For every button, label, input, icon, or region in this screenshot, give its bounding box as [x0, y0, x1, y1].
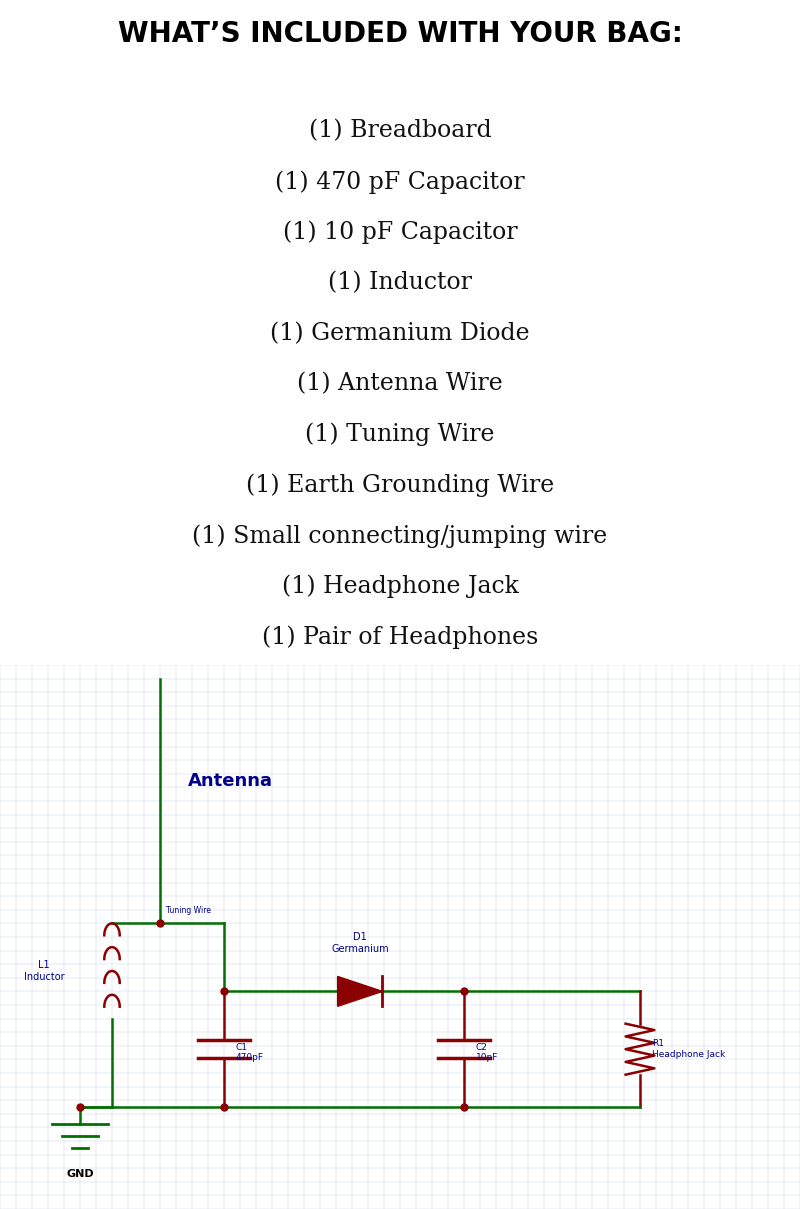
Text: C2
10pF: C2 10pF: [476, 1043, 498, 1063]
Text: (1) Earth Grounding Wire: (1) Earth Grounding Wire: [246, 474, 554, 497]
Text: (1) Antenna Wire: (1) Antenna Wire: [297, 372, 503, 395]
Polygon shape: [338, 977, 382, 1006]
Text: Antenna: Antenna: [188, 771, 273, 789]
Text: GND: GND: [66, 1169, 94, 1179]
Text: Tuning Wire: Tuning Wire: [166, 907, 211, 915]
Text: (1) Germanium Diode: (1) Germanium Diode: [270, 322, 530, 345]
Text: R1
Headphone Jack: R1 Headphone Jack: [652, 1040, 726, 1059]
Text: D1
Germanium: D1 Germanium: [331, 932, 389, 954]
Text: C1
470pF: C1 470pF: [236, 1043, 264, 1063]
Text: (1) 10 pF Capacitor: (1) 10 pF Capacitor: [282, 221, 518, 244]
Text: L1
Inductor: L1 Inductor: [24, 960, 64, 982]
Text: (1) Breadboard: (1) Breadboard: [309, 120, 491, 143]
Text: (1) Tuning Wire: (1) Tuning Wire: [306, 423, 494, 446]
Text: (1) Pair of Headphones: (1) Pair of Headphones: [262, 625, 538, 648]
Text: (1) Small connecting/jumping wire: (1) Small connecting/jumping wire: [192, 523, 608, 548]
Text: (1) Headphone Jack: (1) Headphone Jack: [282, 574, 518, 598]
Text: (1) 470 pF Capacitor: (1) 470 pF Capacitor: [275, 170, 525, 193]
Text: (1) Inductor: (1) Inductor: [328, 271, 472, 294]
Text: WHAT’S INCLUDED WITH YOUR BAG:: WHAT’S INCLUDED WITH YOUR BAG:: [118, 19, 682, 48]
